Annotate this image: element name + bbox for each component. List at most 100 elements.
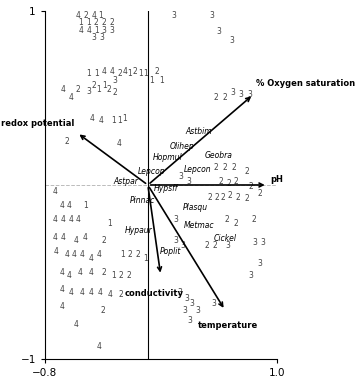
Text: 4: 4	[82, 233, 87, 242]
Text: 4: 4	[68, 288, 73, 297]
Text: 2: 2	[205, 241, 209, 250]
Text: 3: 3	[248, 271, 253, 280]
Text: Metmac: Metmac	[184, 221, 214, 229]
Text: 2: 2	[245, 194, 250, 203]
Text: 4: 4	[64, 250, 69, 259]
Text: 1: 1	[94, 25, 99, 35]
Text: 4: 4	[89, 288, 94, 297]
Text: 4: 4	[73, 320, 78, 329]
Text: 1: 1	[122, 114, 127, 123]
Text: 2: 2	[107, 85, 112, 94]
Text: conductivity: conductivity	[125, 290, 184, 298]
Text: Hypaur: Hypaur	[125, 226, 153, 235]
Text: 3: 3	[183, 306, 188, 315]
Text: 3: 3	[99, 33, 104, 42]
Text: 3: 3	[102, 25, 107, 35]
Text: 2: 2	[223, 163, 227, 172]
Text: 4: 4	[90, 114, 95, 123]
Text: 1: 1	[143, 254, 147, 263]
Text: 2: 2	[220, 192, 225, 202]
Text: 4: 4	[78, 25, 83, 35]
Text: 4: 4	[61, 215, 65, 224]
Text: Lepcon: Lepcon	[184, 165, 212, 174]
Text: 3: 3	[238, 90, 243, 99]
Text: % Oxygen saturation: % Oxygen saturation	[256, 79, 355, 87]
Text: 3: 3	[180, 241, 185, 250]
Text: Poplit: Poplit	[159, 247, 181, 256]
Text: 1: 1	[107, 219, 112, 228]
Text: 2: 2	[126, 271, 131, 280]
Text: 2: 2	[117, 69, 122, 78]
Text: 2: 2	[94, 18, 99, 27]
Text: 4: 4	[59, 302, 64, 311]
Text: 3: 3	[112, 76, 117, 85]
Text: 4: 4	[80, 250, 84, 259]
Text: 2: 2	[101, 306, 105, 315]
Text: Hypsff: Hypsff	[154, 184, 179, 193]
Text: 3: 3	[86, 87, 91, 95]
Text: 3: 3	[260, 238, 265, 247]
Text: Astbim: Astbim	[185, 127, 212, 136]
Text: 2: 2	[233, 219, 238, 228]
Text: 1: 1	[86, 69, 91, 78]
Text: 3: 3	[210, 11, 215, 20]
Text: 4: 4	[99, 116, 104, 125]
Text: 3: 3	[188, 316, 193, 325]
Text: 1: 1	[143, 69, 147, 78]
Text: 1: 1	[94, 69, 99, 78]
Text: 3: 3	[195, 306, 200, 315]
Text: 1: 1	[111, 116, 116, 125]
Text: 3: 3	[189, 299, 194, 308]
Text: 3: 3	[91, 33, 96, 42]
Text: 2: 2	[91, 81, 96, 90]
Text: 1: 1	[98, 11, 103, 20]
Text: 3: 3	[171, 11, 176, 20]
Text: 3: 3	[216, 27, 221, 36]
Text: 1: 1	[84, 201, 88, 210]
Text: 4: 4	[91, 11, 96, 20]
Text: 3: 3	[229, 36, 234, 45]
Text: 4: 4	[122, 67, 127, 76]
Text: 4: 4	[117, 139, 122, 148]
Text: 4: 4	[89, 254, 94, 263]
Text: Hopmul: Hopmul	[153, 152, 183, 162]
Text: 3: 3	[231, 88, 235, 97]
Text: 1: 1	[127, 69, 132, 78]
Text: 3: 3	[110, 25, 114, 35]
Text: 3: 3	[211, 299, 216, 308]
Text: 4: 4	[61, 233, 65, 242]
Text: 4: 4	[59, 201, 64, 210]
Text: 1: 1	[102, 81, 106, 90]
Text: 1: 1	[86, 18, 91, 27]
Text: Olihep: Olihep	[170, 142, 194, 151]
Text: 4: 4	[102, 67, 107, 76]
Text: 1: 1	[111, 271, 116, 280]
Text: 2: 2	[84, 11, 88, 20]
Text: 2: 2	[112, 88, 117, 97]
Text: 2: 2	[236, 192, 240, 202]
Text: 4: 4	[98, 288, 103, 297]
Text: 2: 2	[257, 189, 262, 198]
Text: 1: 1	[138, 69, 142, 78]
Text: 2: 2	[102, 18, 106, 27]
Text: 3: 3	[225, 241, 230, 250]
Text: 4: 4	[97, 250, 101, 259]
Text: 1: 1	[97, 85, 101, 94]
Text: temperature: temperature	[198, 321, 258, 330]
Text: 2: 2	[214, 94, 218, 102]
Text: 3: 3	[174, 236, 179, 245]
Text: 3: 3	[178, 288, 183, 297]
Text: 4: 4	[108, 290, 113, 299]
Text: 4: 4	[76, 11, 81, 20]
Text: 2: 2	[102, 236, 106, 245]
Text: 2: 2	[155, 67, 159, 76]
Text: 2: 2	[118, 271, 123, 280]
Text: 2: 2	[212, 241, 217, 250]
Text: Cickel: Cickel	[213, 234, 237, 243]
Text: redox potential: redox potential	[1, 119, 74, 127]
Text: 3: 3	[179, 172, 184, 181]
Text: 1: 1	[117, 116, 122, 125]
Text: 4: 4	[67, 271, 72, 280]
Text: Geobra: Geobra	[204, 151, 232, 160]
Text: 1: 1	[160, 76, 164, 85]
